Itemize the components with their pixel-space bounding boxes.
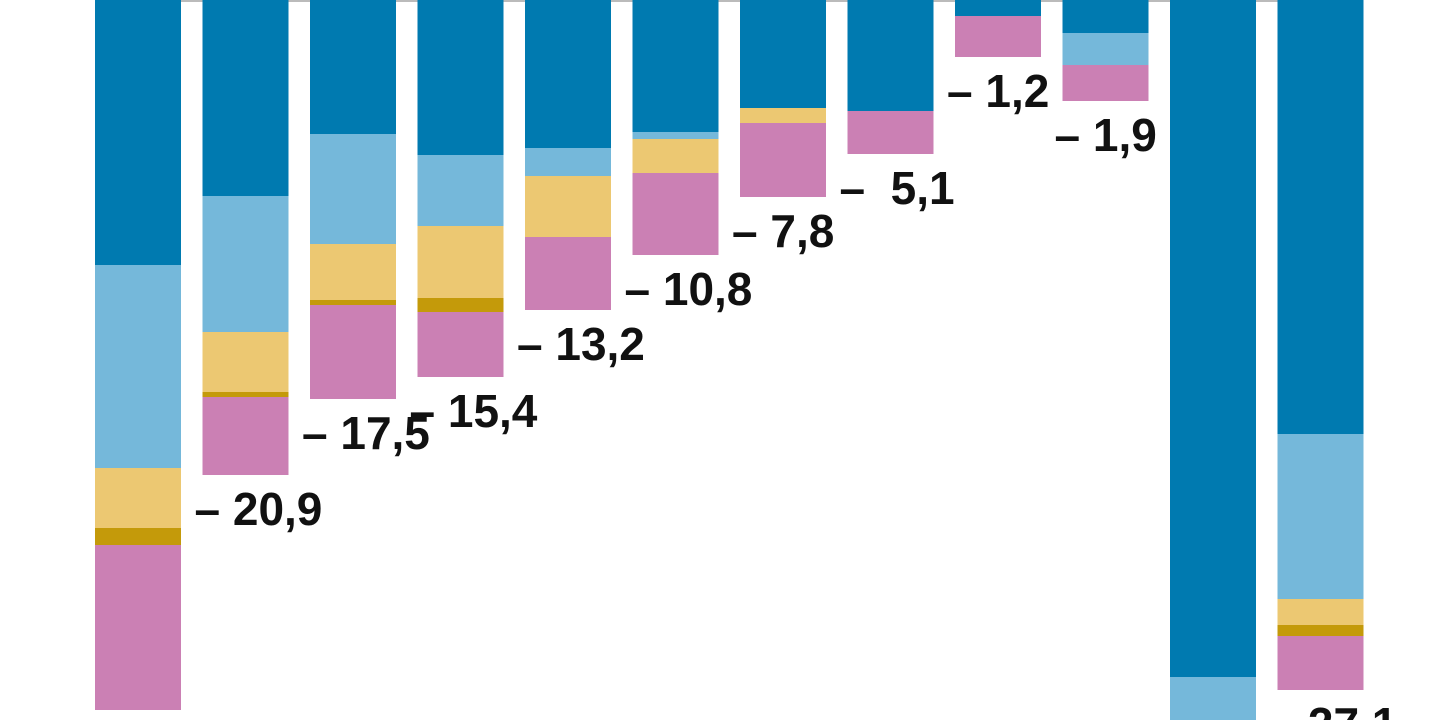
- bar-segment: [1062, 65, 1149, 101]
- bar-segment: [740, 0, 826, 108]
- bar-segment: [310, 300, 396, 305]
- bar-segment: [1170, 0, 1256, 677]
- bar-segment: [955, 0, 1041, 16]
- bar-segment: [310, 244, 396, 300]
- value-label: – 7,8: [732, 205, 834, 257]
- bar-segment: [417, 0, 504, 155]
- bar-segment: [417, 312, 504, 377]
- bar-segment: [525, 148, 611, 176]
- bar-segment: [202, 397, 289, 475]
- bar-segment: [955, 16, 1041, 57]
- bar-segment: [740, 108, 826, 123]
- value-label: – 13,2: [517, 318, 645, 370]
- bar-segment: [310, 0, 396, 134]
- bar-segment: [1277, 599, 1364, 625]
- bar-segment: [202, 0, 289, 196]
- bar-segment: [847, 111, 934, 154]
- bar-segment: [1170, 677, 1256, 720]
- bar-segment: [417, 298, 504, 312]
- bar-segment: [525, 0, 611, 148]
- bar-segment: [847, 0, 934, 111]
- bar-segment: [525, 176, 611, 237]
- bar-segment: [417, 155, 504, 226]
- bars: [95, 0, 1364, 720]
- bar-segment: [632, 173, 719, 255]
- bar-segment: [632, 0, 719, 132]
- bar-segment: [95, 545, 181, 710]
- bar-segment: [1062, 33, 1149, 65]
- bar-segment: [632, 139, 719, 173]
- bar-segment: [1277, 0, 1364, 434]
- value-label: – 15,4: [410, 385, 538, 437]
- labels: – 20,9 – 17,5– 15,4 – 13,2– 10,8 – 7,8– 5,1…: [195, 65, 1398, 720]
- bar-segment: [1277, 625, 1364, 636]
- value-label: – 27,1: [1270, 698, 1398, 720]
- value-label: – 1,2: [947, 65, 1049, 117]
- bar-segment: [632, 132, 719, 139]
- bar-segment: [202, 196, 289, 332]
- bar-segment: [95, 0, 181, 265]
- value-label: – 17,5: [302, 407, 430, 459]
- bar-segment: [1277, 636, 1364, 690]
- bar-segment: [310, 305, 396, 399]
- bar-segment: [417, 226, 504, 298]
- value-label: – 1,9: [1055, 109, 1157, 161]
- bar-segment: [202, 392, 289, 397]
- value-label: – 5,1: [840, 162, 955, 214]
- bar-segment: [1277, 434, 1364, 599]
- bar-segment: [95, 468, 181, 528]
- bar-segment: [95, 265, 181, 468]
- value-label: – 20,9: [195, 483, 323, 535]
- bar-segment: [310, 134, 396, 244]
- bar-segment: [740, 123, 826, 197]
- bar-segment: [1062, 0, 1149, 33]
- value-label: – 10,8: [625, 263, 753, 315]
- bar-segment: [525, 237, 611, 310]
- bar-segment: [202, 332, 289, 392]
- bar-segment: [95, 528, 181, 545]
